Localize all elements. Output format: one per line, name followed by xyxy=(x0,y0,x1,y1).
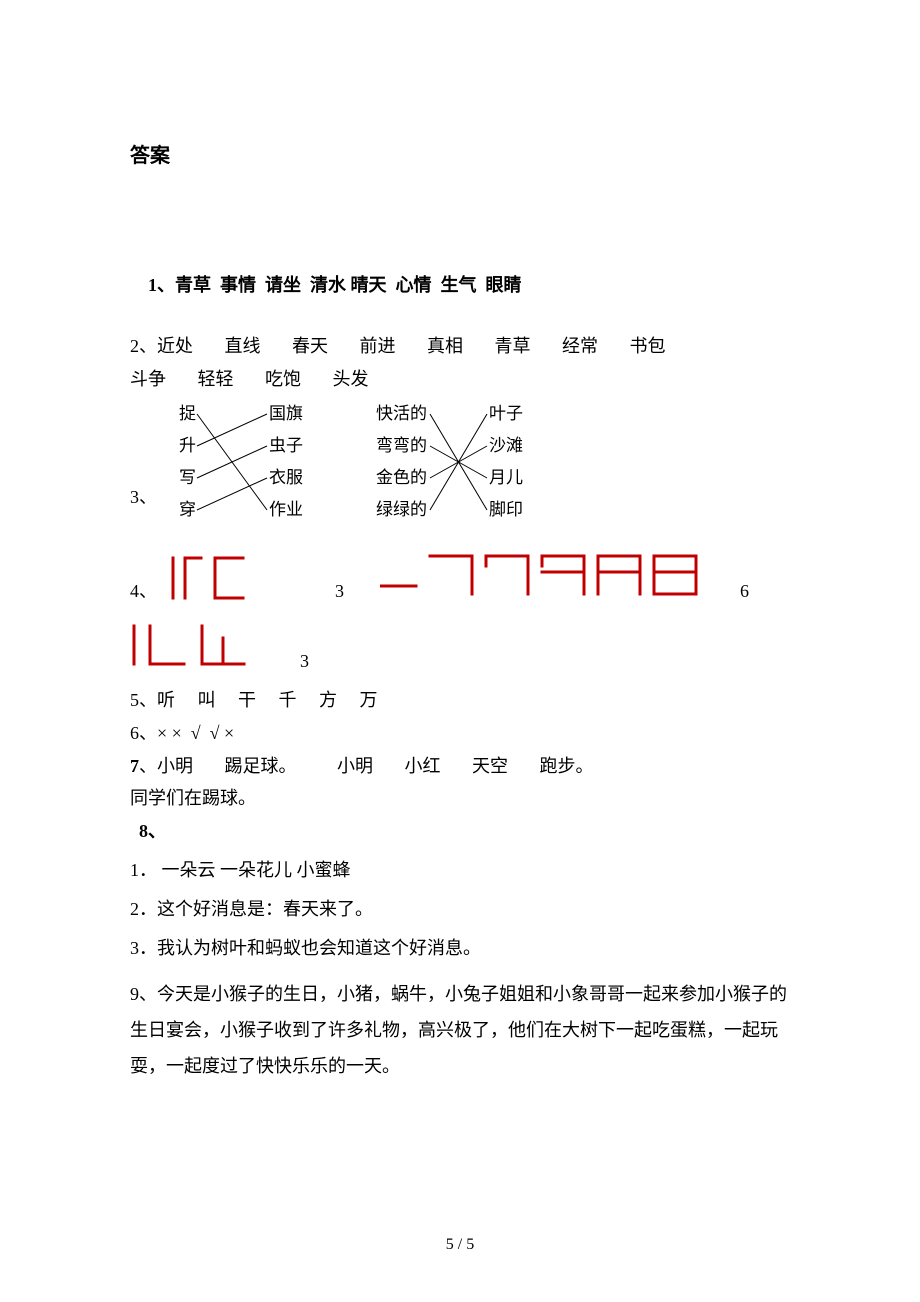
q3-col-leftA: 捉升写穿 xyxy=(179,402,196,522)
q8-sub3: 3．我认为树叶和蚂蚁也会知道这个好消息。 xyxy=(130,934,790,963)
q3-label: 3、 xyxy=(130,483,157,532)
q2-label: 2、 xyxy=(130,336,157,356)
title: 答案 xyxy=(130,140,790,172)
q9-label: 9、 xyxy=(130,984,157,1004)
q4-num2: 6 xyxy=(740,577,749,606)
q3-leftB-item: 虫子 xyxy=(269,434,303,458)
page: 答案 1、青草 事情 请坐 清水 晴天 心情 生气 眼睛 2、近处 直线 春天 … xyxy=(0,0,920,1084)
q5-text: 听 叫 干 千 方 万 xyxy=(157,690,378,710)
q3-rightA-item: 绿绿的 xyxy=(376,498,427,522)
q3-leftA-item: 穿 xyxy=(179,498,196,522)
q3-col-rightA: 快活的弯弯的金色的绿绿的 xyxy=(376,402,427,522)
q3-col-rightB: 叶子沙滩月儿脚印 xyxy=(489,402,523,522)
q6-line: 6、× × √ √ × xyxy=(130,719,790,748)
q7-line2: 同学们在踢球。 xyxy=(130,784,790,813)
q7-label: 7 xyxy=(130,756,139,776)
q8-sub1: 1． 一朵云 一朵花儿 小蜜蜂 xyxy=(130,856,790,885)
q3-rightB-item: 叶子 xyxy=(489,402,523,426)
q8-label: 8、 xyxy=(130,817,790,846)
q5-label: 5、 xyxy=(130,690,157,710)
q3-leftB-item: 作业 xyxy=(269,498,303,522)
q9-text: 今天是小猴子的生日，小猪，蜗牛，小兔子姐姐和小象哥哥一起来参加小猴子的生日宴会，… xyxy=(130,984,787,1076)
glyph1 xyxy=(165,550,255,606)
q3-leftA-item: 升 xyxy=(179,434,196,458)
q3-rightB-item: 脚印 xyxy=(489,498,523,522)
q1-line: 1、青草 事情 请坐 清水 晴天 心情 生气 眼睛 xyxy=(130,242,790,328)
q3-col-leftB: 国旗虫子衣服作业 xyxy=(269,402,303,522)
q3-rightA-item: 快活的 xyxy=(376,402,427,426)
q6-text: × × √ √ × xyxy=(157,723,234,743)
q4-row2: 3 xyxy=(130,620,790,676)
q3-leftA-item: 写 xyxy=(179,466,196,490)
q3-rightA-item: 金色的 xyxy=(376,466,427,490)
q3-rightB-item: 月儿 xyxy=(489,466,523,490)
q4-label: 4、 xyxy=(130,577,157,606)
q2-row1: 近处 直线 春天 前进 真相 青草 经常 书包 xyxy=(157,336,666,356)
q3-rightA-item: 弯弯的 xyxy=(376,434,427,458)
q2-line2: 斗争 轻轻 吃饱 头发 xyxy=(130,365,790,394)
q1-label: 1、 xyxy=(148,275,175,295)
q3-leftB-item: 衣服 xyxy=(269,466,303,490)
q7-line: 7、小明 踢足球。 小明 小红 天空 跑步。 xyxy=(130,752,790,781)
q5-line: 5、听 叫 干 千 方 万 xyxy=(130,686,790,715)
q3-leftB-item: 国旗 xyxy=(269,402,303,426)
q6-label: 6、 xyxy=(130,723,157,743)
q2-line1: 2、近处 直线 春天 前进 真相 青草 经常 书包 xyxy=(130,332,790,361)
q9-para: 9、今天是小猴子的生日，小猪，蜗牛，小兔子姐姐和小象哥哥一起来参加小猴子的生日宴… xyxy=(130,976,790,1084)
page-number: 5 / 5 xyxy=(0,1236,920,1254)
q3-rightB-item: 沙滩 xyxy=(489,434,523,458)
glyph2 xyxy=(380,550,710,606)
q4-wrap: 4、 3 6 xyxy=(130,550,790,606)
q3-leftA-item: 捉 xyxy=(179,402,196,426)
q4-num3: 3 xyxy=(300,647,309,676)
q4-num1: 3 xyxy=(335,577,344,606)
q8-sub2: 2．这个好消息是：春天来了。 xyxy=(130,895,790,924)
q1-items: 青草 事情 请坐 清水 晴天 心情 生气 眼睛 xyxy=(175,275,522,295)
q7-text: 、小明 踢足球。 小明 小红 天空 跑步。 xyxy=(139,756,594,776)
glyph3 xyxy=(130,620,260,676)
q3-match: 捉升写穿 国旗虫子衣服作业 快活的弯弯的金色的绿绿的 叶子沙滩月儿脚印 xyxy=(161,402,561,532)
q3-wrap: 3、 捉升写穿 国旗虫子衣服作业 快活的弯弯的金色的绿绿的 叶子沙滩月儿脚印 xyxy=(130,402,790,532)
